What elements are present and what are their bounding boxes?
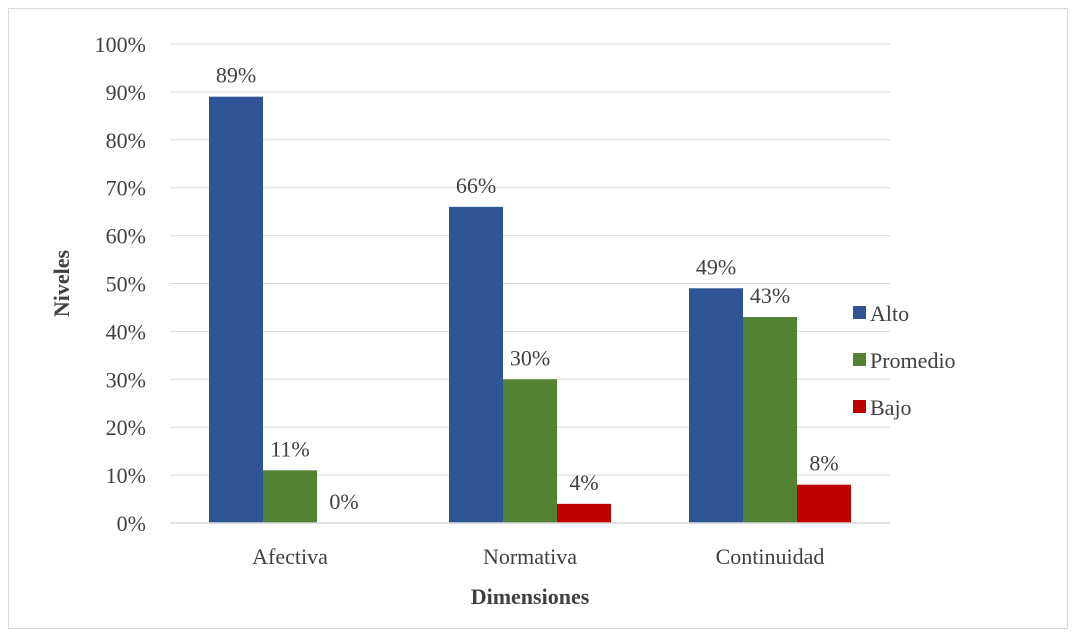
y-axis-ticks: 0% 10% 20% 30% 40% 50% 60% 70% 80% 90% 100% [95, 32, 146, 536]
data-labels: 89% 11% 0% 66% 30% 4% 49% 43% 8% [216, 63, 839, 514]
y-tick-label: 50% [106, 272, 146, 297]
bar-alto-continuidad [689, 288, 743, 523]
y-tick-label: 40% [106, 319, 146, 344]
x-tick-label: Afectiva [252, 544, 328, 569]
legend: Alto Promedio Bajo [853, 301, 956, 420]
x-tick-label: Continuidad [716, 544, 825, 569]
bar-bajo-continuidad [797, 484, 851, 523]
data-label: 11% [270, 436, 310, 461]
bar-promedio-continuidad [743, 317, 797, 523]
y-tick-label: 80% [106, 128, 146, 153]
bar-promedio-normativa [503, 379, 557, 523]
x-axis-ticks: Afectiva Normativa Continuidad [252, 544, 824, 569]
data-label: 89% [216, 63, 256, 88]
y-tick-label: 30% [106, 367, 146, 392]
data-label: 4% [569, 470, 598, 495]
data-label: 49% [696, 254, 736, 279]
y-tick-label: 0% [117, 511, 146, 536]
legend-swatch-alto [853, 306, 866, 319]
legend-label-promedio: Promedio [870, 348, 956, 373]
chart-frame [8, 8, 1068, 629]
y-axis-title: Niveles [49, 249, 74, 317]
bar-alto-normativa [449, 206, 503, 524]
data-label: 66% [456, 173, 496, 198]
y-tick-label: 60% [106, 224, 146, 249]
data-label: 30% [510, 345, 550, 370]
bar-promedio-afectiva [263, 470, 317, 523]
data-label: 0% [329, 489, 358, 514]
legend-swatch-bajo [853, 400, 866, 413]
legend-label-alto: Alto [870, 301, 909, 326]
data-label: 8% [809, 451, 838, 476]
data-label: 43% [750, 283, 790, 308]
bars [209, 96, 851, 524]
bar-bajo-normativa [557, 503, 611, 523]
legend-swatch-promedio [853, 353, 866, 366]
x-tick-label: Normativa [483, 544, 577, 569]
y-tick-label: 100% [95, 32, 146, 57]
y-tick-label: 90% [106, 80, 146, 105]
y-tick-label: 20% [106, 415, 146, 440]
bar-alto-afectiva [209, 96, 263, 523]
y-tick-label: 70% [106, 176, 146, 201]
legend-label-bajo: Bajo [870, 395, 912, 420]
y-tick-label: 10% [106, 463, 146, 488]
x-axis-title: Dimensiones [471, 584, 590, 609]
